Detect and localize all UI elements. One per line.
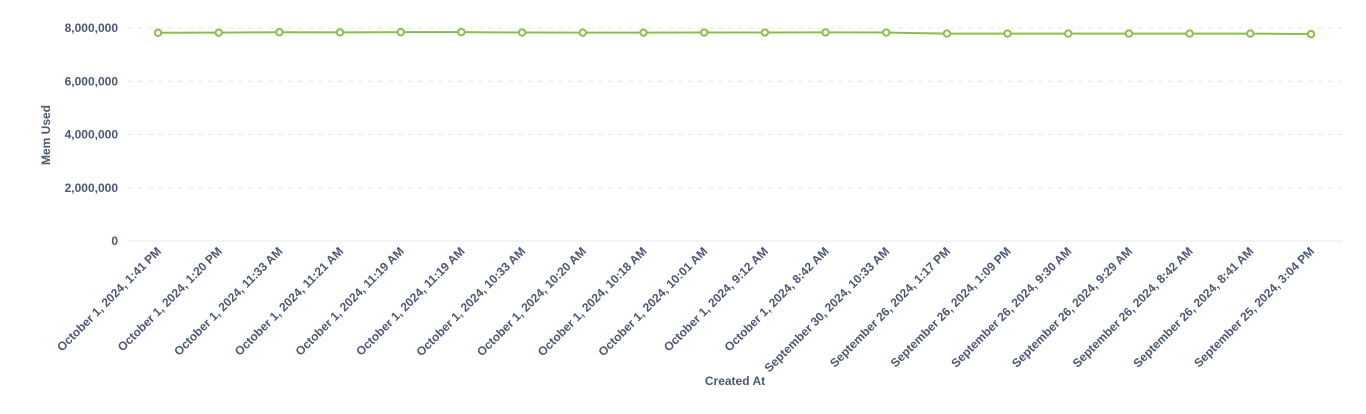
data-point[interactable] — [275, 28, 284, 37]
x-tick-label: October 1, 2024, 10:18 AM — [535, 244, 650, 359]
x-tick-label: September 26, 2024, 9:29 AM — [1009, 244, 1135, 370]
x-tick-label: September 30, 2024, 10:33 AM — [762, 244, 893, 375]
series-line — [157, 31, 1312, 36]
y-axis-ticks: 0 2,000,000 4,000,000 6,000,000 8,000,000 — [65, 21, 119, 248]
x-tick-label: October 1, 2024, 1:41 PM — [54, 244, 164, 354]
x-tick-label: October 1, 2024, 9:12 AM — [661, 244, 771, 354]
x-tick-label: October 1, 2024, 11:21 AM — [232, 244, 346, 358]
x-tick-label: October 1, 2024, 8:42 AM — [722, 244, 832, 354]
x-tick-label: October 1, 2024, 10:33 AM — [413, 244, 528, 359]
data-point[interactable] — [699, 28, 709, 37]
y-tick-label: 0 — [111, 234, 118, 248]
data-point[interactable] — [1064, 29, 1073, 38]
x-tick-label: September 26, 2024, 9:30 AM — [948, 244, 1074, 370]
data-point[interactable] — [1306, 29, 1316, 39]
x-tick-label: September 26, 2024, 1:17 PM — [827, 244, 953, 370]
series-mem-used — [153, 27, 1316, 39]
data-point[interactable] — [396, 27, 405, 37]
data-point[interactable] — [1246, 29, 1255, 38]
data-point[interactable] — [1124, 29, 1134, 38]
data-point[interactable] — [942, 29, 952, 38]
x-tick-label: October 1, 2024, 10:20 AM — [474, 244, 589, 359]
y-tick-label: 8,000,000 — [65, 21, 119, 35]
y-tick-label: 4,000,000 — [65, 128, 119, 142]
x-tick-label: September 26, 2024, 1:09 PM — [888, 244, 1014, 370]
x-tick-label: September 26, 2024, 8:42 AM — [1070, 244, 1196, 370]
x-tick-label: October 1, 2024, 11:19 AM — [353, 244, 467, 358]
x-tick-label: September 26, 2024, 8:41 AM — [1130, 244, 1256, 370]
data-point[interactable] — [214, 28, 223, 37]
x-axis-title: Created At — [705, 374, 765, 388]
data-point[interactable] — [882, 28, 891, 37]
x-tick-label: October 1, 2024, 11:33 AM — [171, 244, 285, 358]
x-tick-label: September 25, 2024, 3:04 PM — [1191, 244, 1317, 370]
data-point[interactable] — [821, 28, 830, 37]
y-tick-label: 2,000,000 — [65, 181, 119, 195]
data-point[interactable] — [457, 27, 466, 37]
data-point[interactable] — [639, 28, 648, 37]
x-tick-label: October 1, 2024, 11:19 AM — [293, 244, 407, 358]
data-point[interactable] — [578, 28, 587, 37]
data-point[interactable] — [335, 28, 345, 37]
x-tick-label: October 1, 2024, 10:01 AM — [596, 244, 711, 359]
y-tick-label: 6,000,000 — [65, 74, 119, 88]
x-tick-label: October 1, 2024, 1:20 PM — [115, 244, 225, 354]
gridlines — [128, 27, 1342, 242]
y-axis-title: Mem Used — [39, 105, 53, 165]
data-point[interactable] — [760, 28, 770, 37]
data-point[interactable] — [1185, 29, 1194, 38]
data-point[interactable] — [517, 28, 527, 37]
data-point[interactable] — [153, 28, 163, 37]
data-point[interactable] — [1003, 29, 1012, 38]
